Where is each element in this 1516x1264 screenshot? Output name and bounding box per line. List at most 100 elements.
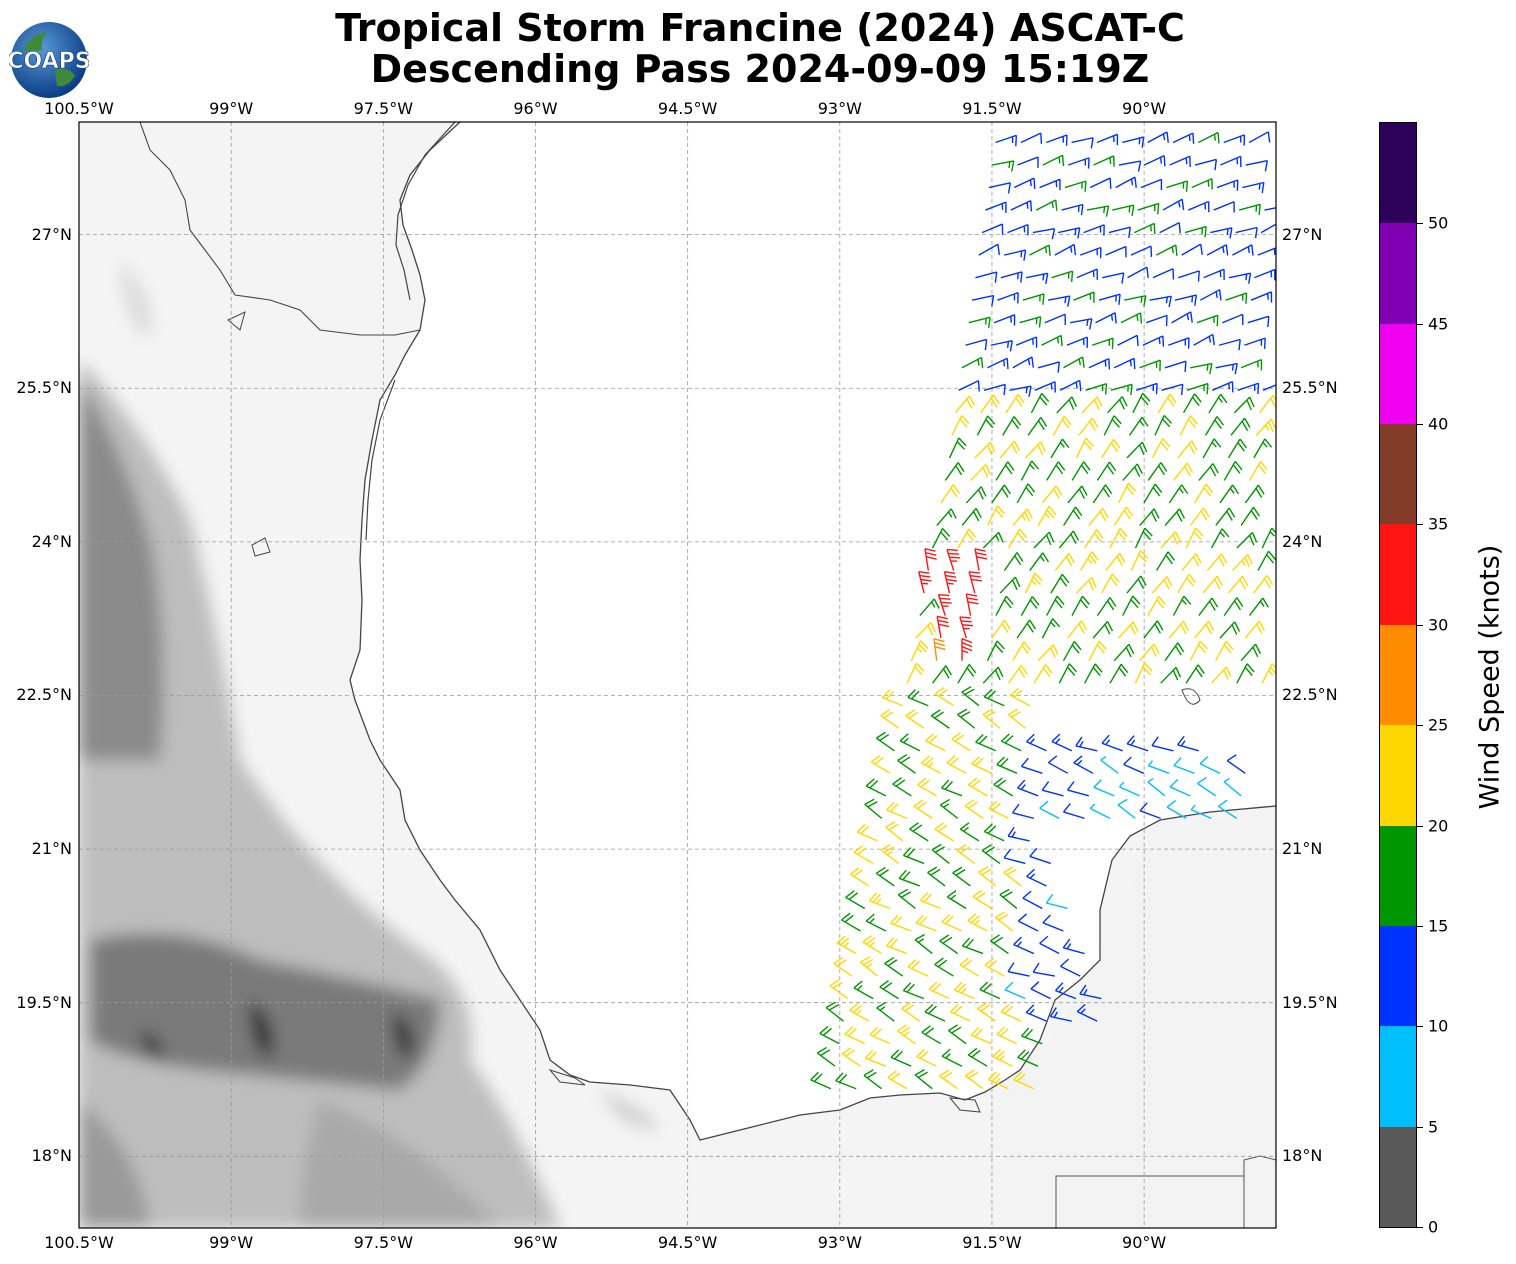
wind-barb [1202,575,1223,594]
wind-barb [974,548,988,571]
wind-barb [897,888,916,910]
colorbar-segment [1380,825,1416,926]
wind-barb [961,638,973,661]
wind-barb [1073,755,1094,774]
wind-barb [1232,244,1254,256]
wind-barb [925,733,946,752]
colorbar-segment [1380,1026,1416,1127]
wind-barb [1172,132,1195,144]
wind-barb [983,823,1005,842]
wind-barb [992,160,1015,172]
wind-barb [975,271,998,283]
lon-tick-label-bottom: 96°W [513,1233,558,1252]
colorbar-tick-label: 10 [1428,1016,1449,1036]
wind-barb [954,395,976,414]
wind-barb [1083,224,1105,236]
wind-barb [992,1048,1013,1067]
wind-barb [970,464,991,481]
wind-barb [1032,228,1056,240]
lat-tick-label-right: 19.5°N [1282,992,1338,1012]
wind-barb [1096,597,1117,617]
wind-barb [1115,176,1137,189]
wind-barb [958,380,980,392]
wind-barb [964,799,984,819]
wind-barb [1075,437,1094,459]
wind-barb [1063,356,1085,369]
wind-barb [1007,962,1030,977]
colorbar-segment [1380,323,1416,425]
wind-barb [1041,485,1063,504]
wind-barb [1039,935,1060,955]
wind-barb [1236,663,1255,684]
wind-barb [1134,662,1153,684]
lat-tick-label-left: 21°N [31,839,72,859]
wind-barb [1193,333,1215,346]
wind-barb [1171,311,1193,324]
wind-barb [928,981,950,1000]
wind-barb [1026,868,1047,887]
wind-barb [987,357,1009,370]
wind-barb [931,665,952,684]
wind-barb [1032,962,1056,977]
wind-barb [1017,913,1039,932]
wind-barb [961,507,982,526]
svg-text:COAPS: COAPS [9,49,89,74]
wind-barb [1086,205,1110,217]
wind-barb [1108,226,1131,238]
wind-barb [964,1069,984,1090]
wind-barb [1218,338,1241,351]
wind-barb [1020,132,1043,144]
colorbar-segment [1380,925,1416,1027]
wind-barb [1098,293,1121,305]
wind-barb [1223,460,1243,481]
wind-barb [864,798,883,819]
wind-barb [944,462,965,481]
wind-barb [1198,131,1220,144]
wind-barb [1147,131,1169,144]
wind-barb [915,914,937,932]
wind-barb [957,708,976,729]
wind-barb [937,593,952,616]
wind-barb [1046,595,1065,616]
lon-tick-label-bottom: 97.5°W [353,1233,414,1252]
wind-barb [1240,643,1262,662]
lat-tick-label-left: 19.5°N [16,992,72,1012]
wind-barb [1029,552,1050,571]
wind-barb [957,663,977,684]
coaps-logo: COAPS [9,22,89,98]
lon-tick-label-top: 90°W [1122,99,1167,118]
wind-barb [1004,981,1026,1000]
wind-barb [967,913,988,932]
wind-barb [907,689,929,707]
wind-barb [1039,178,1061,191]
wind-barb [1113,506,1134,526]
wind-barb [1062,803,1085,820]
wind-barb [816,1046,836,1067]
wind-barb [1196,314,1219,327]
wind-barb [1100,755,1119,774]
colorbar-tick-label: 40 [1428,414,1449,434]
wind-barb [881,689,904,707]
wind-barb [906,662,925,684]
wind-barb [967,777,988,797]
wind-barb [986,640,1005,661]
wind-barb [1003,249,1027,261]
wind-barb [1174,294,1198,306]
colorbar-tick-label: 45 [1428,314,1449,334]
wind-barb [981,844,1001,864]
wind-barb [1045,134,1068,146]
wind-barb [1093,779,1115,797]
lon-tick-label-bottom: 94.5°W [657,1233,718,1252]
wind-barb [1152,268,1175,280]
wind-barb [1202,438,1222,459]
wind-barb [1092,621,1114,639]
lat-tick-label-left: 24°N [31,531,72,551]
wind-barb [940,484,960,504]
wind-barb [1085,382,1108,395]
colorbar-tick-mark [1417,424,1423,426]
wind-barb [1009,385,1032,397]
wind-barb [1013,1071,1034,1090]
wind-barb [1215,362,1238,375]
wind-barb [1223,777,1242,797]
wind-barb [1157,393,1177,414]
